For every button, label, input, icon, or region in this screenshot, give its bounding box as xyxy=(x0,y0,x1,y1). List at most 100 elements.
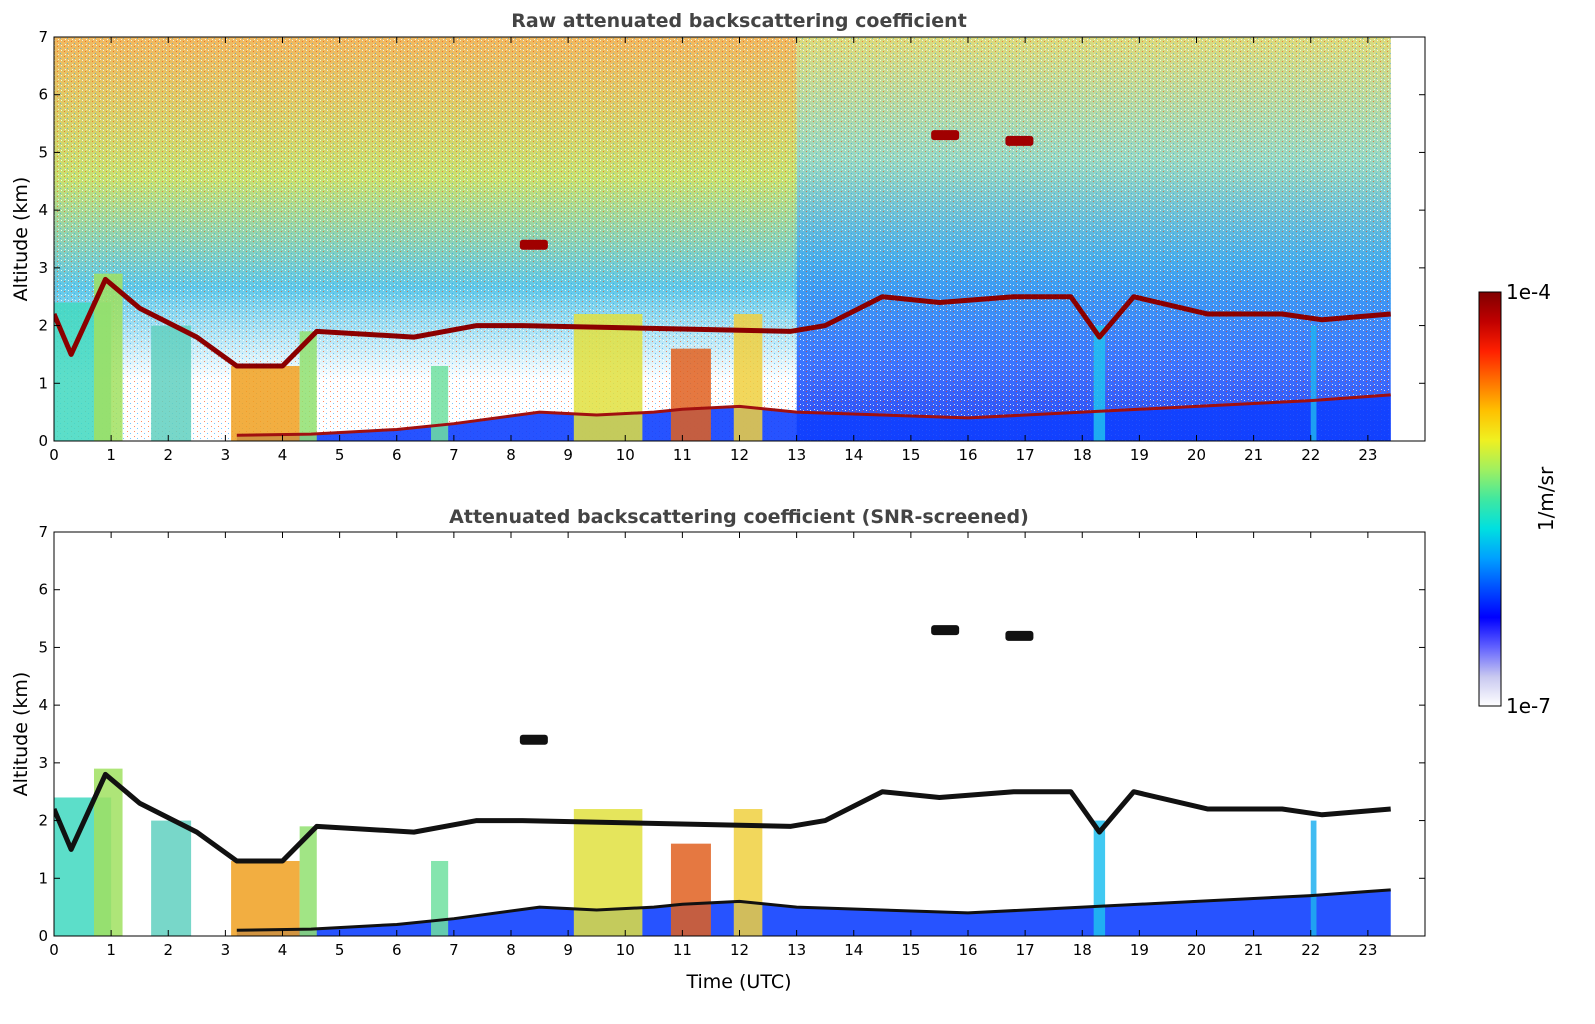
x-tick-label: 5 xyxy=(335,446,345,464)
high-cloud-patch xyxy=(931,625,960,636)
panel-raw: Raw attenuated backscattering coefficien… xyxy=(10,10,1426,464)
x-tick-label: 12 xyxy=(730,941,749,959)
x-tick-label: 7 xyxy=(449,941,459,959)
y-tick-label: 2 xyxy=(38,317,48,335)
panel-screened-axes: 0 1 2 3 4 5 6 7 8 9 10 11 12 13 14 15 16 17 18 19 20 21 22 2301… xyxy=(38,523,1425,959)
panel-screened-data xyxy=(54,625,1391,936)
x-tick-label: 3 xyxy=(221,446,231,464)
precip-column xyxy=(573,314,643,441)
high-cloud-patch xyxy=(1005,135,1034,146)
x-tick-label: 15 xyxy=(901,446,920,464)
y-tick-label: 4 xyxy=(38,201,48,219)
x-tick-label: 13 xyxy=(787,941,806,959)
x-tick-label: 23 xyxy=(1358,941,1377,959)
boundary-layer-top xyxy=(236,888,1391,932)
x-tick-label: 12 xyxy=(730,446,749,464)
high-cloud-patch xyxy=(519,239,548,250)
colorbar-unit-label: 1/m/sr xyxy=(1534,466,1558,531)
x-tick-label: 17 xyxy=(1016,446,1035,464)
precip-column xyxy=(670,843,711,936)
cloud-base-layer xyxy=(54,771,1391,864)
panel-raw-title: Raw attenuated backscattering coefficien… xyxy=(511,10,967,32)
x-tick-label: 19 xyxy=(1130,446,1149,464)
x-tick-label: 1 xyxy=(106,941,116,959)
y-tick-label: 5 xyxy=(38,143,48,161)
boundary-layer xyxy=(236,889,1391,936)
cloud-base-layer xyxy=(54,276,1391,369)
precip-column xyxy=(1310,820,1317,936)
x-tick-label: 13 xyxy=(787,446,806,464)
high-cloud-patch xyxy=(1005,630,1034,641)
x-tick-label: 0 xyxy=(49,941,59,959)
precip-column xyxy=(93,273,123,441)
panel-raw-plot xyxy=(54,37,1391,441)
precip-column xyxy=(299,331,317,441)
x-tick-label: 7 xyxy=(449,446,459,464)
x-tick-label: 11 xyxy=(673,941,692,959)
y-tick-label: 3 xyxy=(38,754,48,772)
x-tick-label: 10 xyxy=(616,446,635,464)
x-tick-label: 5 xyxy=(335,941,345,959)
x-tick-label: 20 xyxy=(1187,941,1206,959)
y-tick-label: 1 xyxy=(38,869,48,887)
x-tick-label: 6 xyxy=(392,941,402,959)
precip-column xyxy=(431,860,449,936)
panel-screened: Attenuated backscattering coefficient (S… xyxy=(10,506,1426,993)
x-tick-label: 4 xyxy=(278,941,288,959)
x-tick-label: 18 xyxy=(1073,446,1092,464)
precip-column xyxy=(299,826,317,936)
precip-column xyxy=(733,809,763,936)
panel-screened-title: Attenuated backscattering coefficient (S… xyxy=(449,506,1029,528)
x-tick-label: 2 xyxy=(163,941,173,959)
boundary-layer-top xyxy=(236,393,1391,437)
precip-column xyxy=(573,809,643,936)
high-cloud-patch xyxy=(519,734,548,745)
x-tick-label: 15 xyxy=(901,941,920,959)
precip-column xyxy=(151,820,192,936)
y-tick-label: 7 xyxy=(38,28,48,46)
panel-raw-data xyxy=(54,37,1391,441)
y-tick-label: 3 xyxy=(38,259,48,277)
precip-column xyxy=(231,860,300,936)
x-tick-label: 16 xyxy=(958,941,977,959)
x-tick-label: 8 xyxy=(506,446,516,464)
x-tick-label: 0 xyxy=(49,446,59,464)
x-tick-label: 8 xyxy=(506,941,516,959)
precip-column xyxy=(670,348,711,441)
colorbar-gradient xyxy=(1478,291,1502,707)
x-tick-label: 22 xyxy=(1301,446,1320,464)
y-tick-label: 6 xyxy=(38,581,48,599)
x-tick-label: 17 xyxy=(1016,941,1035,959)
x-tick-label: 22 xyxy=(1301,941,1320,959)
x-tick-label: 9 xyxy=(563,446,573,464)
x-tick-label: 21 xyxy=(1244,446,1263,464)
x-tick-label: 14 xyxy=(844,446,863,464)
y-tick-label: 1 xyxy=(38,374,48,392)
x-tick-label: 11 xyxy=(673,446,692,464)
x-tick-label: 1 xyxy=(106,446,116,464)
x-tick-label: 2 xyxy=(163,446,173,464)
y-tick-label: 7 xyxy=(38,523,48,541)
x-tick-label: 23 xyxy=(1358,446,1377,464)
panel-screened-xlabel: Time (UTC) xyxy=(685,971,791,993)
y-tick-label: 2 xyxy=(38,812,48,830)
colorbar-max-label: 1e-4 xyxy=(1506,280,1551,304)
y-tick-label: 5 xyxy=(38,638,48,656)
colorbar-min-label: 1e-7 xyxy=(1506,694,1551,718)
x-tick-label: 4 xyxy=(278,446,288,464)
x-tick-label: 14 xyxy=(844,941,863,959)
panel-raw-axes: 0 1 2 3 4 5 6 7 8 9 10 11 12 13 14 15 16 17 18 19 20 21 22 2301… xyxy=(38,28,1425,464)
x-tick-label: 18 xyxy=(1073,941,1092,959)
x-tick-label: 9 xyxy=(563,941,573,959)
precip-column xyxy=(1093,820,1106,936)
x-tick-label: 3 xyxy=(221,941,231,959)
x-tick-label: 16 xyxy=(958,446,977,464)
precip-column xyxy=(151,325,192,441)
x-tick-label: 19 xyxy=(1130,941,1149,959)
colorbar: 1e-4 1e-7 1/m/sr xyxy=(1478,280,1558,718)
precip-column xyxy=(733,314,763,441)
precip-column xyxy=(431,365,449,441)
x-tick-label: 10 xyxy=(616,941,635,959)
precip-column xyxy=(1310,325,1317,441)
